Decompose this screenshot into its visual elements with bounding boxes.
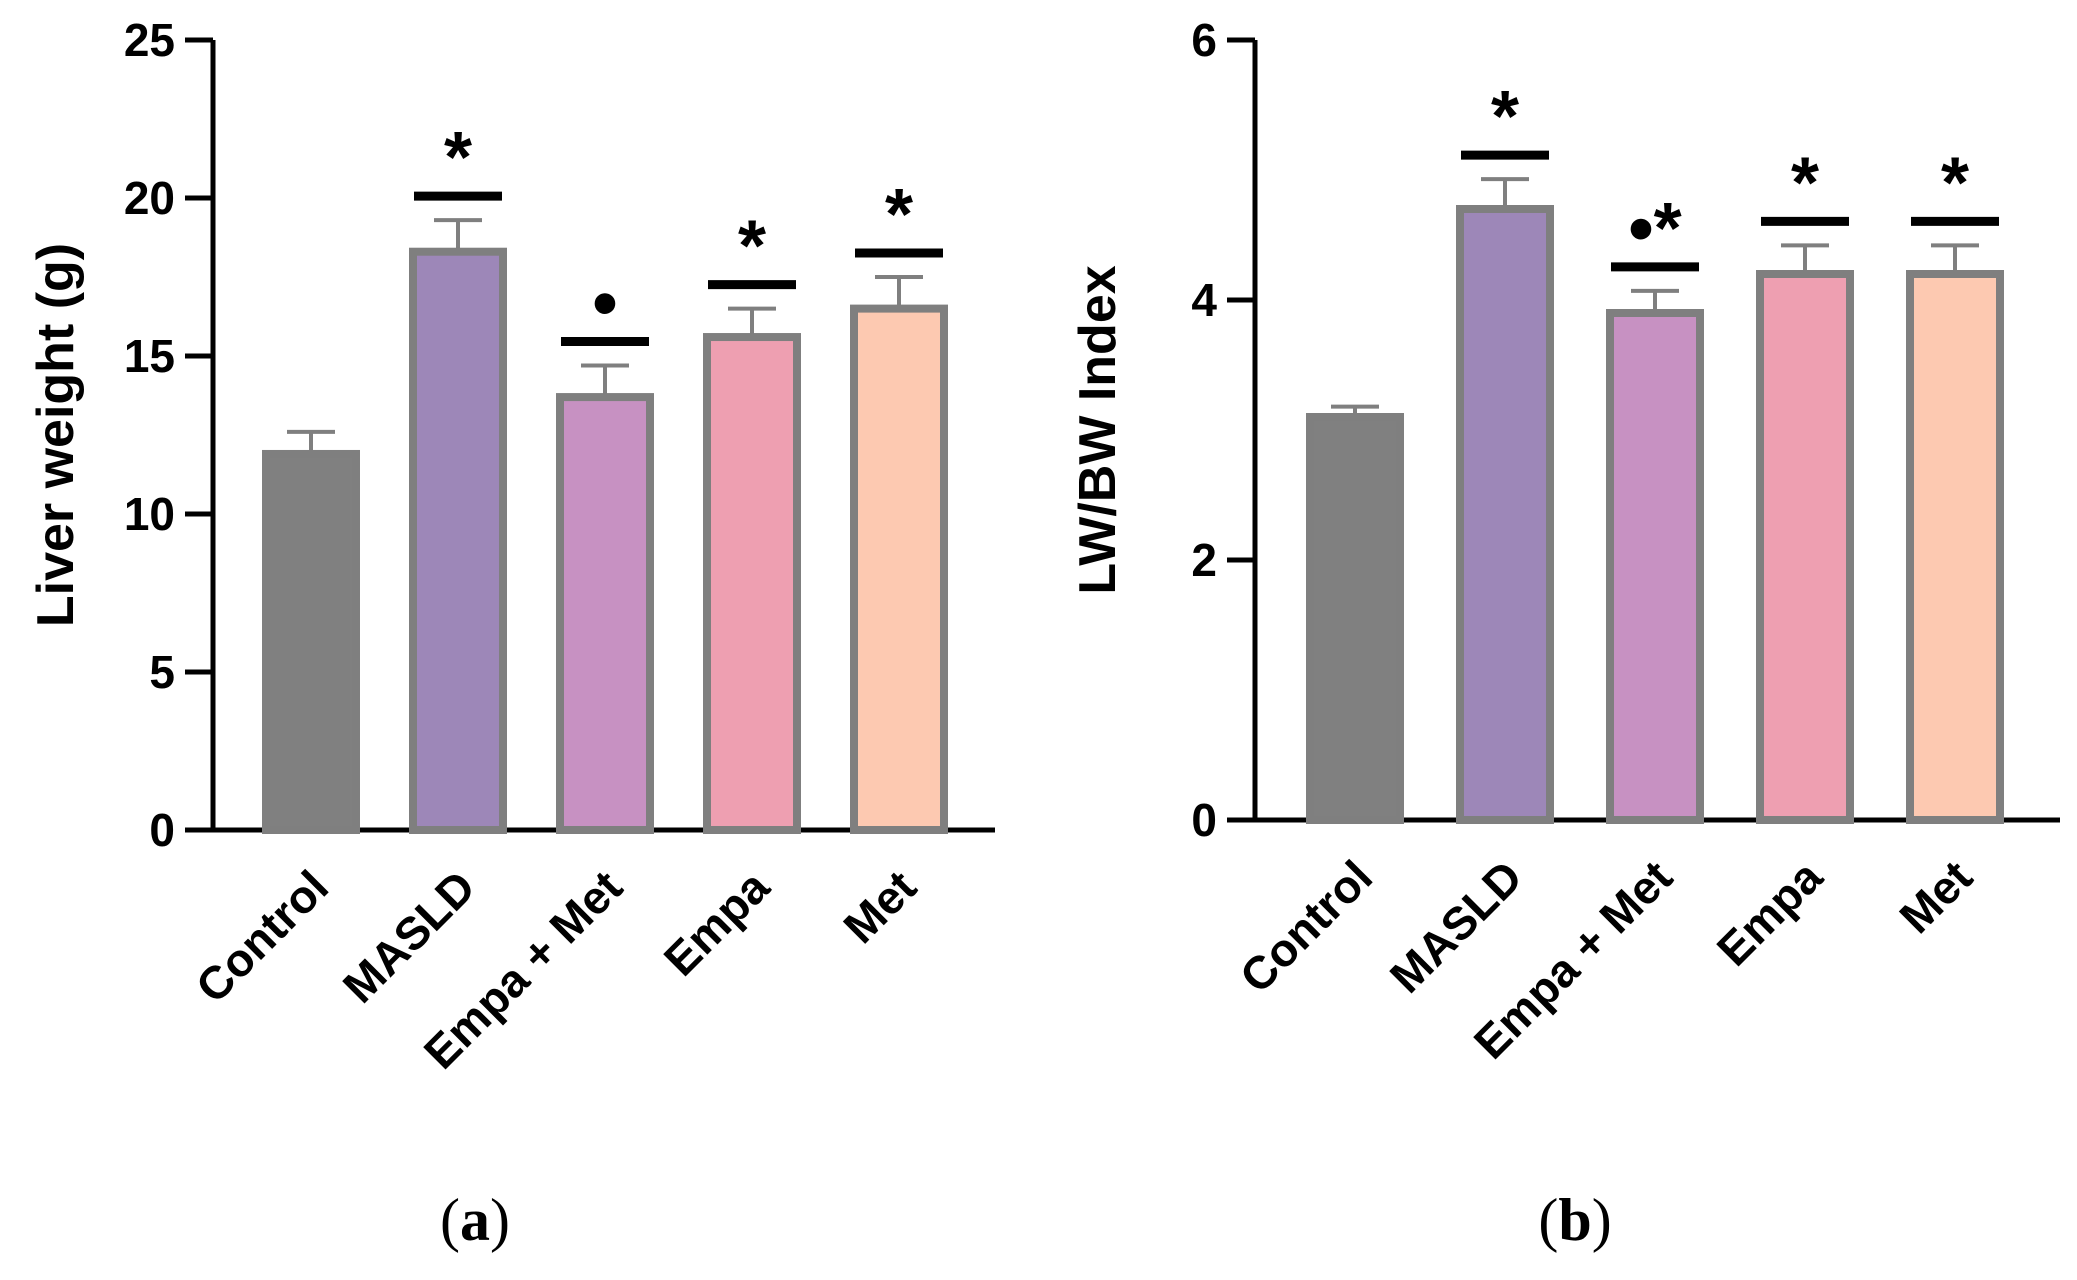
category-label-b-empa: Empa [1707,850,1833,976]
category-label-a-control: Control [186,860,338,1012]
bar-b-control [1306,413,1404,824]
bar-a-control [262,449,360,834]
y-tick-label-a-3: 15 [124,330,175,382]
y-tick-label-b-2: 4 [1191,274,1217,326]
category-label-a-masld: MASLD [333,860,485,1012]
panel-label-a: (a) [440,1187,510,1253]
bar-a-empa [703,333,801,834]
y-tick-label-a-5: 25 [124,14,175,66]
y-tick-label-b-1: 2 [1191,534,1217,586]
category-label-b-masld: MASLD [1380,850,1532,1002]
bar-b-masld [1456,205,1554,824]
sig-marker-b-met: * [1941,143,1969,223]
sig-marker-a-met: * [885,175,913,255]
bar-a-met [850,304,948,835]
y-axis-title-a: Liver weight (g) [27,243,85,627]
y-axis-title-b: LW/BW Index [1069,265,1127,594]
sig-marker-a-masld: * [444,118,472,198]
bar-b-empa-met [1606,309,1704,824]
sig-marker-b-masld: * [1491,77,1519,157]
category-label-b-control: Control [1230,850,1382,1002]
bar-b-met [1906,270,2004,824]
panel-a-liver-weight-chart: 0 5 10 15 20 25 Liver weight (g) Control * MASLD •… [27,14,995,1253]
bar-a-empa-met [556,393,654,834]
y-tick-label-a-4: 20 [124,172,175,224]
bar-a-masld [409,247,507,835]
bar-b-empa [1756,270,1854,824]
sig-marker-a-empa-met: • [592,263,617,343]
y-tick-label-b-3: 6 [1191,14,1217,66]
category-label-a-empa: Empa [654,860,780,986]
category-label-b-met: Met [1889,850,1982,943]
sig-marker-a-empa: * [738,207,766,287]
sig-marker-b-empa: * [1791,143,1819,223]
sig-marker-b-empa-met: •* [1628,189,1681,269]
y-tick-label-a-2: 10 [124,488,175,540]
y-tick-label-b-0: 0 [1191,794,1217,846]
panel-label-b: (b) [1538,1187,1611,1253]
category-label-a-met: Met [833,860,926,953]
y-tick-label-a-1: 5 [149,646,175,698]
y-tick-label-a-0: 0 [149,804,175,856]
